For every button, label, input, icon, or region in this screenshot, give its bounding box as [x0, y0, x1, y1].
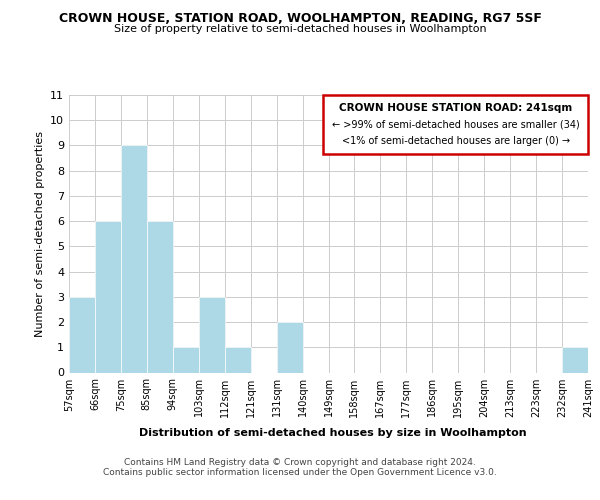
Y-axis label: Number of semi-detached properties: Number of semi-detached properties: [35, 130, 44, 337]
Bar: [199, 297, 224, 372]
Text: Size of property relative to semi-detached houses in Woolhampton: Size of property relative to semi-detach…: [113, 24, 487, 34]
Text: Contains public sector information licensed under the Open Government Licence v3: Contains public sector information licen…: [103, 468, 497, 477]
Bar: [95, 221, 121, 372]
Text: <1% of semi-detached houses are larger (0) →: <1% of semi-detached houses are larger (…: [341, 136, 570, 146]
Text: ← >99% of semi-detached houses are smaller (34): ← >99% of semi-detached houses are small…: [332, 120, 580, 130]
Bar: [147, 221, 173, 372]
Bar: [277, 322, 302, 372]
Bar: [173, 348, 199, 372]
Text: CROWN HOUSE STATION ROAD: 241sqm: CROWN HOUSE STATION ROAD: 241sqm: [339, 103, 572, 113]
Bar: [69, 297, 95, 372]
Text: CROWN HOUSE, STATION ROAD, WOOLHAMPTON, READING, RG7 5SF: CROWN HOUSE, STATION ROAD, WOOLHAMPTON, …: [59, 12, 541, 26]
Bar: [225, 348, 251, 372]
Text: Distribution of semi-detached houses by size in Woolhampton: Distribution of semi-detached houses by …: [139, 428, 527, 438]
Bar: [562, 348, 588, 372]
Bar: [323, 95, 588, 154]
Text: Contains HM Land Registry data © Crown copyright and database right 2024.: Contains HM Land Registry data © Crown c…: [124, 458, 476, 467]
Bar: [121, 146, 147, 372]
